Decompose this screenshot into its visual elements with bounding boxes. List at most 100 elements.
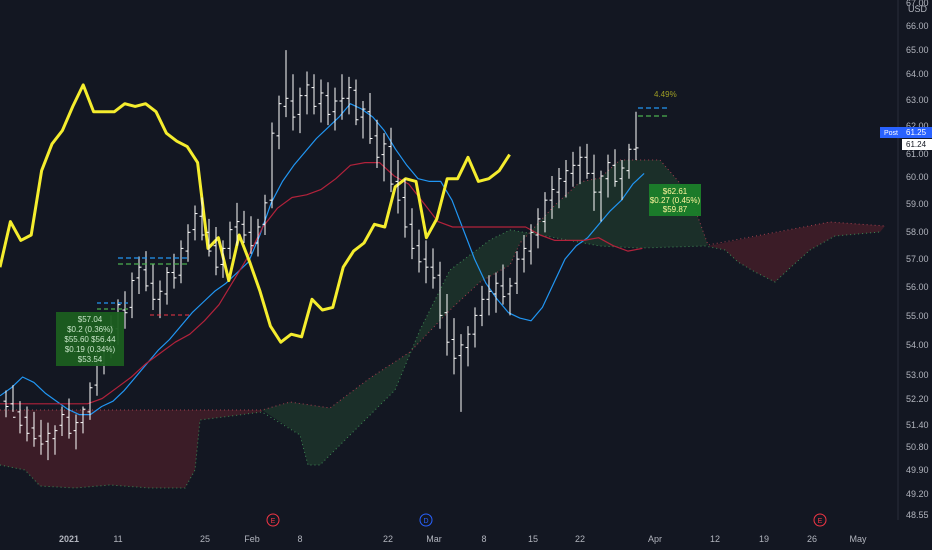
ohlc-bar[interactable] — [17, 401, 23, 434]
ohlc-bar[interactable] — [339, 74, 345, 120]
ohlc-bar[interactable] — [66, 398, 72, 439]
ohlc-bar[interactable] — [402, 178, 408, 238]
ohlc-bar[interactable] — [199, 197, 205, 241]
ohlc-bar[interactable] — [493, 272, 499, 313]
ohlc-bar[interactable] — [542, 192, 548, 233]
ohlc-bar[interactable] — [521, 235, 527, 273]
ohlc-bar[interactable] — [619, 159, 625, 201]
ohlc-bar[interactable] — [206, 218, 212, 257]
event-markers[interactable]: E D E — [266, 513, 827, 527]
ohlc-bar[interactable] — [570, 151, 576, 187]
ohlc-bar[interactable] — [213, 226, 219, 276]
ohlc-bar[interactable] — [276, 95, 282, 150]
ohlc-bar[interactable] — [73, 414, 79, 450]
ohlc-bar[interactable] — [304, 71, 310, 115]
ohlc-bar[interactable] — [129, 272, 135, 319]
ohlc-bar[interactable] — [479, 285, 485, 327]
ohlc-bar[interactable] — [241, 210, 247, 244]
ohlc-bar[interactable] — [430, 248, 436, 289]
ohlc-bar[interactable] — [122, 291, 128, 329]
ohlc-bar[interactable] — [486, 275, 492, 316]
price-tick-label: 50.80 — [906, 442, 929, 452]
ohlc-bar[interactable] — [24, 406, 30, 442]
ohlc-bar[interactable] — [458, 334, 464, 412]
ohlc-bar[interactable] — [325, 82, 331, 126]
ohlc-bar[interactable] — [374, 119, 380, 168]
ohlc-bar[interactable] — [346, 76, 352, 115]
ohlc-bar[interactable] — [360, 101, 366, 139]
ohlc-bar[interactable] — [584, 143, 590, 179]
price-tick-label: 64.00 — [906, 69, 929, 79]
ohlc-bar[interactable] — [556, 168, 562, 209]
ohlc-bar[interactable] — [514, 251, 520, 294]
ohlc-bar[interactable] — [528, 224, 534, 265]
ohlc-bar[interactable] — [220, 240, 226, 278]
ohlc-bar[interactable] — [605, 154, 611, 198]
ohlc-bar[interactable] — [500, 264, 506, 305]
ohlc-bar[interactable] — [598, 170, 604, 222]
earnings-marker-1-circle[interactable] — [266, 513, 280, 527]
ohlc-bar[interactable] — [381, 133, 387, 182]
ohlc-bar[interactable] — [423, 240, 429, 284]
ohlc-bar[interactable] — [472, 307, 478, 348]
earnings-marker-2-circle[interactable] — [813, 513, 827, 527]
ohlc-bar[interactable] — [388, 127, 394, 193]
time-tick-label: 22 — [575, 534, 585, 544]
ohlc-bar[interactable] — [248, 216, 254, 254]
ohlc-bar[interactable] — [164, 267, 170, 305]
ohlc-bar[interactable] — [507, 277, 513, 316]
ohlc-bar[interactable] — [563, 159, 569, 198]
ohlc-bar[interactable] — [234, 202, 240, 246]
ohlc-bar[interactable] — [150, 264, 156, 311]
ohlc-bar[interactable] — [626, 143, 632, 179]
ohlc-bar[interactable] — [409, 208, 415, 260]
ohlc-bar[interactable] — [318, 79, 324, 123]
ohlc-bar[interactable] — [591, 154, 597, 211]
price-axis[interactable]: USD 67.0066.0065.0064.0063.0062.0061.006… — [880, 0, 932, 520]
ohlc-bar[interactable] — [451, 318, 457, 375]
ohlc-bar[interactable] — [87, 382, 93, 420]
ohlc-bar[interactable] — [45, 422, 51, 461]
ohlc-bar[interactable] — [255, 218, 261, 257]
time-axis[interactable]: 2021 11 25 Feb 8 22 Mar 8 15 22 Apr 12 19 26 May — [59, 534, 867, 544]
dividend-marker[interactable]: D — [419, 513, 433, 527]
ohlc-bar[interactable] — [633, 111, 639, 160]
time-tick-label: Apr — [648, 534, 662, 544]
ohlc-bar[interactable] — [31, 411, 37, 447]
ohlc-bar[interactable] — [178, 240, 184, 284]
ohlc-bar[interactable] — [549, 176, 555, 219]
ohlc-bar[interactable] — [332, 87, 338, 131]
ohlc-bar[interactable] — [297, 87, 303, 134]
ohlc-bar[interactable] — [353, 79, 359, 126]
ohlc-bar[interactable] — [136, 256, 142, 294]
ohlc-bar[interactable] — [395, 159, 401, 214]
ohlc-bar[interactable] — [535, 208, 541, 249]
ohlc-bar[interactable] — [185, 224, 191, 262]
ohlc-bar[interactable] — [52, 425, 58, 455]
ohlc-bar[interactable] — [367, 92, 373, 144]
earnings-marker-1[interactable]: E — [266, 513, 280, 527]
ohlc-bar[interactable] — [38, 419, 44, 455]
ohlc-bar[interactable] — [437, 261, 443, 329]
earnings-marker-2[interactable]: E — [813, 513, 827, 527]
dividend-marker-circle[interactable] — [419, 513, 433, 527]
ohlc-bar[interactable] — [227, 221, 233, 260]
ohlc-bar[interactable] — [612, 149, 618, 187]
ohlc-bar[interactable] — [59, 406, 65, 436]
ohlc-bar[interactable] — [290, 74, 296, 131]
ohlc-bar[interactable] — [10, 385, 16, 418]
ohlc-bar[interactable] — [3, 390, 9, 418]
ohlc-bar[interactable] — [80, 406, 86, 434]
ohlc-bar[interactable] — [283, 50, 289, 118]
ohlc-bar[interactable] — [157, 280, 163, 319]
ohlc-bar[interactable] — [444, 293, 450, 356]
ohlc-bar[interactable] — [192, 205, 198, 241]
ohlc-bar[interactable] — [262, 194, 268, 235]
ohlc-bar[interactable] — [171, 253, 177, 289]
ohlc-bar[interactable] — [269, 122, 275, 209]
ohlc-bar[interactable] — [577, 146, 583, 185]
ohlc-bar[interactable] — [465, 326, 471, 367]
ohlc-bar[interactable] — [416, 229, 422, 273]
ohlc-bar[interactable] — [311, 74, 317, 115]
